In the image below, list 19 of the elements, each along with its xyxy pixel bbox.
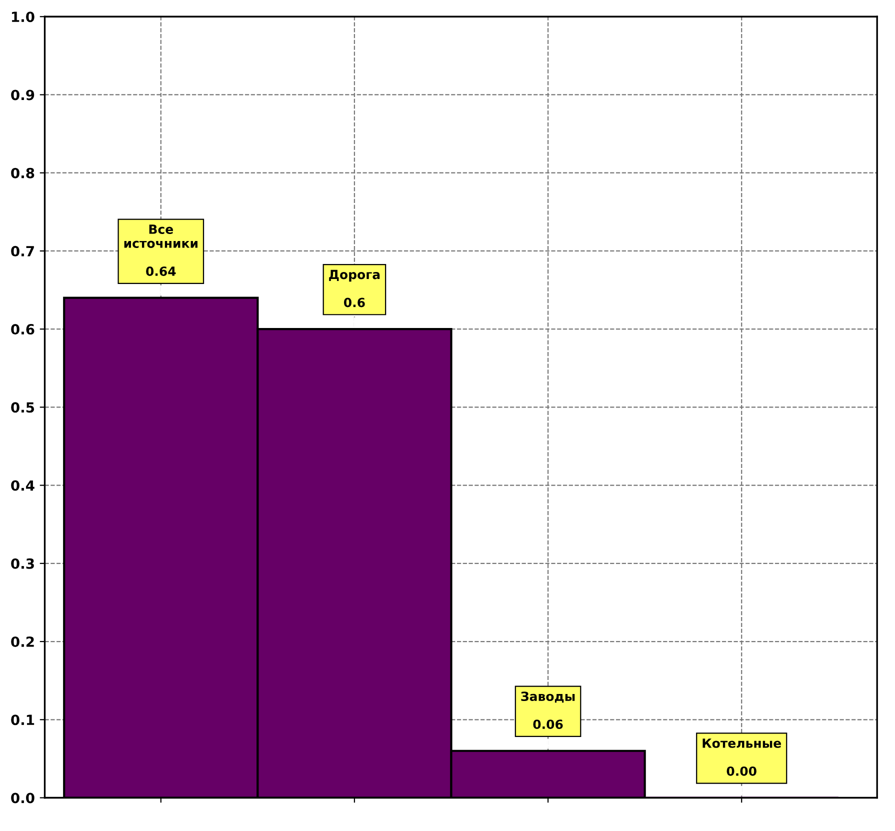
y-tick-label: 0.1 [11,714,34,726]
y-tick-label: 1.0 [12,12,34,22]
y-tick-label: 0.8 [11,168,34,178]
y-tick-label: 0.4 [11,480,34,491]
x-tick-label: Заводы [521,692,575,703]
y-tick-label: 0.6 [11,324,34,335]
data-label: 0.00 [726,766,756,776]
y-tick-label: 0.3 [11,558,34,569]
y-tick-label: 0.7 [11,246,34,256]
y-tick-label: 0.0 [11,792,34,804]
x-tick-label: Все источники [124,224,198,248]
x-tick-label: Дорога [329,270,380,282]
x-tick-label: Котельные [702,738,781,748]
y-tick-label: 0.9 [11,90,34,100]
y-tick-label: 0.5 [11,402,34,413]
data-label: 0.06 [533,720,563,730]
y-tick-label: 0.2 [11,636,34,648]
data-label: 0.6 [344,298,365,308]
data-label: 0.64 [146,266,176,276]
